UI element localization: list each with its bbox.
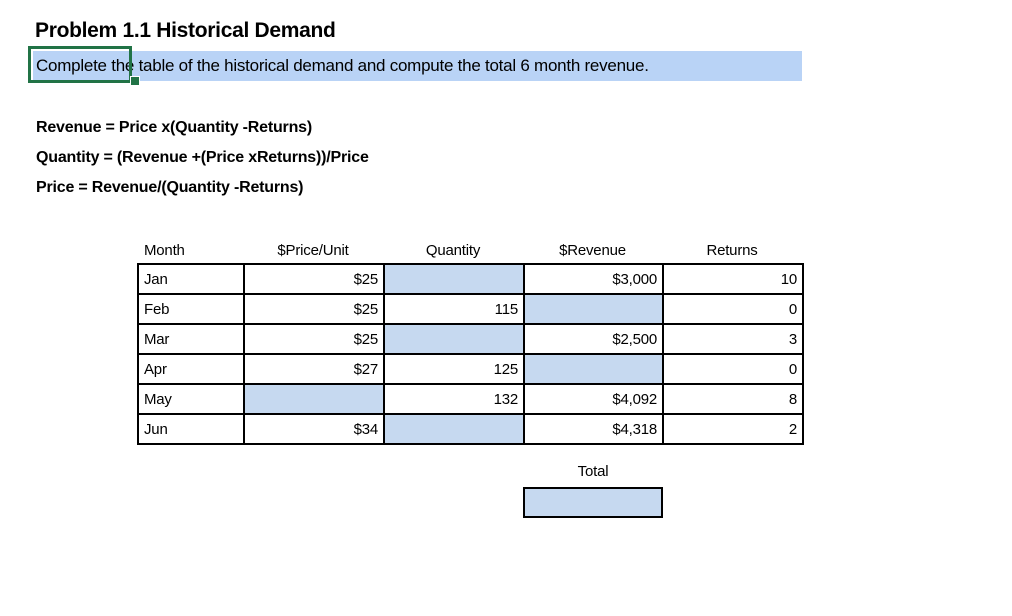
revenue-cell[interactable]: $3,000 (523, 263, 664, 295)
revenue-cell[interactable] (523, 353, 664, 385)
month-cell[interactable]: Jun (137, 413, 245, 445)
demand-table-header: Month $Price/Unit Quantity $Revenue Retu… (137, 237, 802, 263)
column-header-quantity: Quantity (425, 241, 481, 259)
price-cell[interactable]: $34 (243, 413, 385, 445)
table-row: Feb $25 115 0 (137, 293, 804, 325)
column-header-revenue: $Revenue (559, 241, 626, 259)
table-row: Apr $27 125 0 (137, 353, 804, 385)
demand-table: Jan $25 $3,000 10 Feb $25 115 0 Mar $25 … (137, 263, 804, 445)
formula-quantity: Quantity = (Revenue +(Price xReturns))/P… (36, 149, 369, 166)
revenue-cell[interactable]: $2,500 (523, 323, 664, 355)
returns-cell[interactable]: 0 (662, 293, 804, 325)
table-row: May 132 $4,092 8 (137, 383, 804, 415)
price-cell[interactable] (243, 383, 385, 415)
quantity-cell[interactable] (383, 323, 525, 355)
quantity-cell[interactable]: 132 (383, 383, 525, 415)
column-header-returns: Returns (706, 241, 758, 259)
formula-revenue: Revenue = Price x(Quantity -Returns) (36, 119, 312, 136)
price-cell[interactable]: $27 (243, 353, 385, 385)
price-cell[interactable]: $25 (243, 323, 385, 355)
quantity-cell[interactable]: 115 (383, 293, 525, 325)
month-cell[interactable]: May (137, 383, 245, 415)
table-row: Jun $34 $4,318 2 (137, 413, 804, 445)
total-input-cell[interactable] (523, 487, 663, 518)
formula-price: Price = Revenue/(Quantity -Returns) (36, 179, 304, 196)
month-cell[interactable]: Mar (137, 323, 245, 355)
quantity-cell[interactable]: 125 (383, 353, 525, 385)
column-header-month: Month (144, 241, 185, 259)
returns-cell[interactable]: 8 (662, 383, 804, 415)
quantity-cell[interactable] (383, 413, 525, 445)
quantity-cell[interactable] (383, 263, 525, 295)
returns-cell[interactable]: 3 (662, 323, 804, 355)
returns-cell[interactable]: 10 (662, 263, 804, 295)
total-label: Total (577, 463, 609, 480)
fill-handle-icon[interactable] (130, 76, 140, 86)
price-cell[interactable]: $25 (243, 293, 385, 325)
instruction-cell[interactable]: Complete the table of the historical dem… (33, 51, 802, 81)
instruction-text: Complete the table of the historical dem… (36, 56, 649, 75)
revenue-cell[interactable]: $4,092 (523, 383, 664, 415)
formulas-block: Revenue = Price x(Quantity -Returns) Qua… (36, 113, 369, 203)
returns-cell[interactable]: 0 (662, 353, 804, 385)
revenue-cell[interactable] (523, 293, 664, 325)
month-cell[interactable]: Feb (137, 293, 245, 325)
month-cell[interactable]: Jan (137, 263, 245, 295)
table-row: Mar $25 $2,500 3 (137, 323, 804, 355)
price-cell[interactable]: $25 (243, 263, 385, 295)
month-cell[interactable]: Apr (137, 353, 245, 385)
table-row: Jan $25 $3,000 10 (137, 263, 804, 295)
column-header-price-unit: $Price/Unit (277, 241, 349, 259)
returns-cell[interactable]: 2 (662, 413, 804, 445)
revenue-cell[interactable]: $4,318 (523, 413, 664, 445)
page-title: Problem 1.1 Historical Demand (35, 19, 336, 42)
